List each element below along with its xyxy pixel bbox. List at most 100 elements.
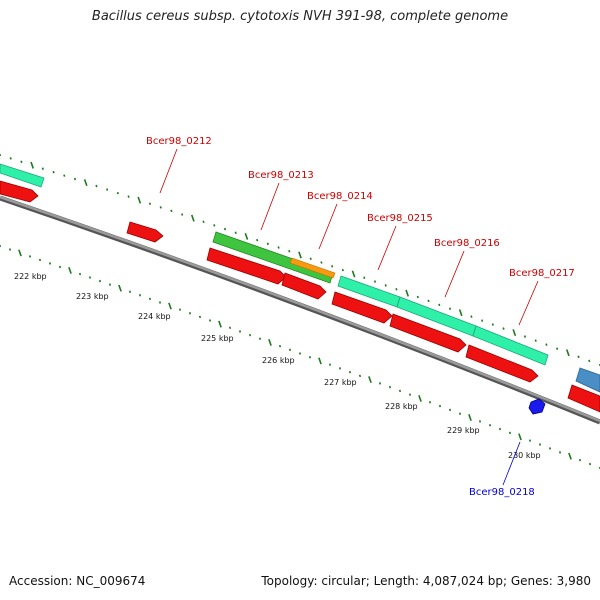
lower-scale-tick bbox=[178, 308, 182, 311]
lower-scale-tick bbox=[278, 344, 282, 348]
reverse-cds-left[interactable] bbox=[0, 180, 39, 203]
upper-scale-tick bbox=[502, 327, 505, 330]
forward-cds-left[interactable] bbox=[0, 163, 45, 188]
lower-scale-tick bbox=[248, 333, 252, 337]
upper-scale-tick bbox=[137, 196, 142, 204]
lower-scale-tick bbox=[528, 439, 532, 442]
gene-label-bcer98-0218[interactable]: Bcer98_0218 bbox=[469, 487, 535, 498]
tick-label: 224 kbp bbox=[138, 312, 171, 321]
upper-scale-tick bbox=[523, 335, 527, 338]
gene-label-bcer98-0215[interactable]: Bcer98_0215 bbox=[367, 213, 433, 224]
lower-scale-tick bbox=[338, 367, 342, 370]
upper-scale-tick bbox=[256, 238, 259, 242]
lower-scale-tick bbox=[368, 376, 372, 384]
lower-scale-tick bbox=[138, 294, 142, 297]
upper-scale-tick bbox=[565, 349, 570, 357]
tick-label: 222 kbp bbox=[14, 272, 47, 281]
lower-scale-tick bbox=[258, 337, 262, 341]
upper-scale-tick bbox=[83, 179, 88, 187]
upper-scale-tick bbox=[373, 280, 377, 283]
tick-label: 229 kbp bbox=[447, 426, 480, 435]
upper-scale-tick bbox=[512, 329, 517, 337]
gene-label-bcer98-0214[interactable]: Bcer98_0214 bbox=[307, 191, 373, 202]
upper-scale-tick bbox=[73, 177, 77, 181]
upper-scale-tick bbox=[190, 214, 195, 222]
lower-scale-tick bbox=[228, 326, 232, 330]
upper-scale-tick bbox=[63, 174, 66, 177]
map-title: Bacillus cereus subsp. cytotoxis NVH 391… bbox=[91, 9, 509, 24]
lower-scale-tick bbox=[458, 412, 462, 415]
lower-scale-tick bbox=[388, 385, 392, 389]
lower-scale-tick bbox=[498, 427, 502, 431]
gene-label-bcer98-0216[interactable]: Bcer98_0216 bbox=[434, 238, 500, 249]
upper-scale-tick bbox=[481, 319, 484, 322]
gene-label-bcer98-0212[interactable]: Bcer98_0212 bbox=[146, 136, 212, 147]
reverse-cds-right[interactable] bbox=[567, 384, 600, 413]
reverse-cds-0213[interactable] bbox=[206, 247, 287, 285]
lower-scale-tick bbox=[288, 348, 292, 352]
gene-labels: Bcer98_0212 Bcer98_0213 Bcer98_0214 Bcer… bbox=[146, 136, 575, 498]
reverse-cds-0217[interactable] bbox=[465, 344, 539, 383]
upper-scale-tick bbox=[491, 323, 494, 326]
upper-scale-tick bbox=[534, 339, 537, 342]
lower-scale-tick bbox=[238, 330, 242, 333]
gene-label-bcer98-0217[interactable]: Bcer98_0217 bbox=[509, 268, 575, 279]
scale-labels: 222 kbp 223 kbp 224 kbp 225 kbp 226 kbp … bbox=[14, 272, 541, 460]
lower-scale-tick bbox=[88, 276, 92, 279]
reverse-strand-features bbox=[0, 180, 600, 415]
reverse-cds-0214[interactable] bbox=[281, 272, 327, 300]
lower-scale-tick bbox=[358, 374, 362, 378]
genome-backbone bbox=[0, 195, 600, 425]
upper-scale-tick bbox=[170, 209, 173, 213]
upper-scale-tick bbox=[351, 270, 356, 278]
lower-scale-tick bbox=[308, 355, 312, 359]
forward-cds-0217[interactable] bbox=[472, 325, 549, 366]
lower-scale-tick bbox=[568, 452, 572, 460]
upper-scale-tick bbox=[95, 184, 98, 188]
upper-scale-tick bbox=[116, 191, 119, 195]
lower-scale-tick bbox=[8, 248, 12, 251]
lower-scale-tick bbox=[438, 404, 442, 408]
lower-scale-tick bbox=[78, 272, 82, 276]
lower-scale-tick bbox=[428, 400, 432, 404]
lower-scale-tick bbox=[168, 302, 172, 310]
lower-scale-tick bbox=[208, 319, 212, 322]
lower-scale-tick bbox=[328, 363, 332, 366]
lower-scale-tick bbox=[318, 357, 322, 365]
upper-scale-tick bbox=[223, 227, 227, 231]
lower-scale-tick bbox=[218, 320, 222, 328]
lower-scale-tick bbox=[578, 458, 582, 462]
lower-scale-tick bbox=[148, 297, 152, 301]
upper-scale-tick bbox=[458, 309, 463, 317]
orange-feature-0214[interactable] bbox=[289, 257, 336, 279]
upper-scale-tick bbox=[405, 289, 410, 297]
tick-label: 226 kbp bbox=[262, 356, 295, 365]
lower-scale-tick bbox=[588, 462, 592, 466]
reverse-cds-0216[interactable] bbox=[389, 313, 467, 353]
lower-scale-tick bbox=[418, 394, 422, 402]
tick-label: 223 kbp bbox=[76, 292, 109, 301]
lower-scale-tick bbox=[188, 312, 192, 315]
upper-scale-tick bbox=[266, 242, 269, 246]
upper-scale-tick bbox=[148, 202, 152, 206]
upper-scale-tick bbox=[309, 257, 312, 261]
reverse-cds-0212[interactable] bbox=[126, 221, 164, 243]
reverse-cds-0215[interactable] bbox=[331, 291, 393, 324]
upper-scale-tick bbox=[127, 195, 130, 198]
lower-scale-tick bbox=[58, 265, 62, 269]
upper-scale-tick bbox=[106, 188, 109, 191]
upper-scale-tick bbox=[588, 359, 591, 363]
upper-scale-tick bbox=[395, 288, 398, 291]
gene-label-bcer98-0213[interactable]: Bcer98_0213 bbox=[248, 170, 314, 181]
upper-scale-tick bbox=[363, 276, 366, 279]
blue-feature-0218[interactable] bbox=[528, 398, 546, 415]
lower-scale-tick bbox=[28, 255, 32, 258]
lower-scale-tick bbox=[548, 447, 552, 450]
lower-scale-tick bbox=[48, 262, 52, 265]
lower-scale-tick bbox=[398, 389, 402, 393]
lower-scale-tick bbox=[448, 408, 452, 412]
upper-scale-tick bbox=[384, 284, 387, 287]
forward-cds-right[interactable] bbox=[575, 367, 600, 393]
upper-scale-tick bbox=[9, 157, 12, 160]
